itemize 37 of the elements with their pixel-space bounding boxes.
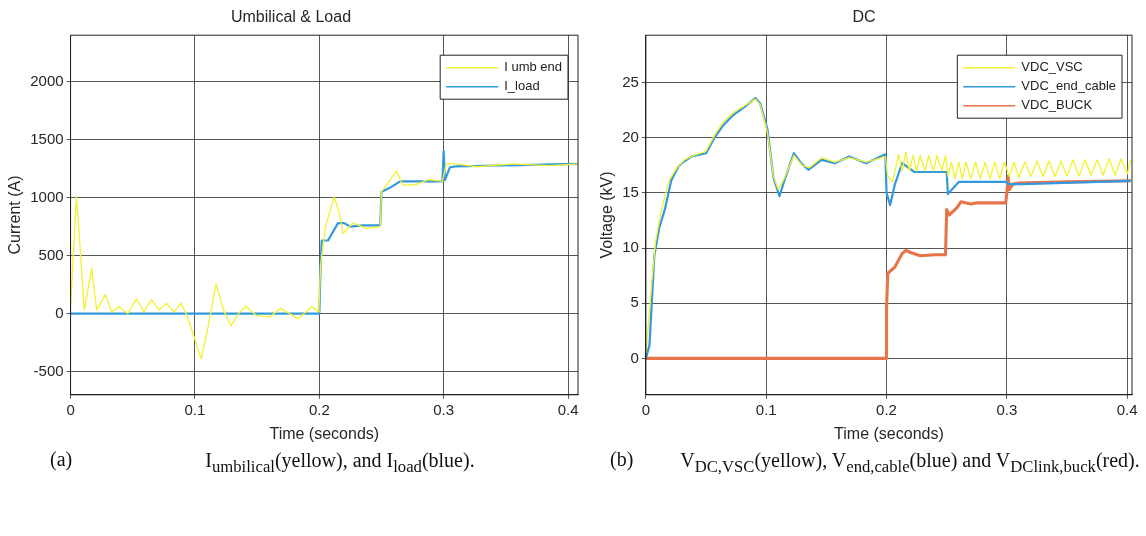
chart-title: DC	[852, 8, 876, 26]
y-tick-label: 20	[622, 127, 639, 145]
y-tick-label: 0	[630, 348, 639, 366]
x-tick-label: 0.4	[1116, 400, 1138, 418]
y-tick-label: -500	[33, 361, 64, 379]
x-tick-label: 0.4	[557, 400, 579, 418]
y-tick-label: 15	[622, 183, 639, 201]
x-axis-title: Time (seconds)	[834, 424, 944, 442]
y-tick-label: 1500	[30, 129, 64, 147]
y-tick-label: 5	[630, 293, 639, 311]
legend-label: VDC_end_cable	[1021, 78, 1117, 94]
y-axis-title: Current (A)	[6, 175, 24, 255]
x-tick-label: 0.1	[755, 400, 777, 418]
text: (b)	[610, 448, 634, 471]
chart-title: Umbilical & Load	[230, 8, 352, 26]
legend-label: I umb end	[504, 59, 563, 75]
legend-label: VDC_BUCK	[1021, 97, 1093, 113]
y-tick-label: 2000	[30, 71, 64, 89]
x-tick-label: 0	[641, 400, 651, 418]
y-tick-label: 25	[622, 72, 639, 90]
y-tick-label: 0	[55, 303, 64, 321]
x-axis-title: Time (seconds)	[269, 424, 380, 442]
text: (a)	[50, 448, 73, 471]
y-tick-label: 10	[622, 238, 639, 256]
y-tick-label: 500	[38, 245, 64, 263]
legend-label: VDC_VSC	[1021, 59, 1083, 75]
y-axis-title: Voltage (kV)	[598, 171, 616, 259]
legend-label: I_load	[504, 78, 540, 94]
x-tick-label: 0.1	[184, 400, 206, 418]
text: V$_{DC,VSC}$(yellow), V$_{end,cable}$(blue) and V$_{DClink,buck}$(red).	[680, 448, 1140, 478]
x-tick-label: 0	[66, 400, 75, 418]
text: I$_{umbilical}$(yellow), and I$_{load}$(blue).	[204, 448, 476, 478]
x-tick-label: 0.2	[308, 400, 330, 418]
x-tick-label: 0.3	[996, 400, 1018, 418]
x-tick-label: 0.2	[876, 400, 897, 418]
y-tick-label: 1000	[30, 187, 64, 205]
x-tick-label: 0.3	[433, 400, 455, 418]
